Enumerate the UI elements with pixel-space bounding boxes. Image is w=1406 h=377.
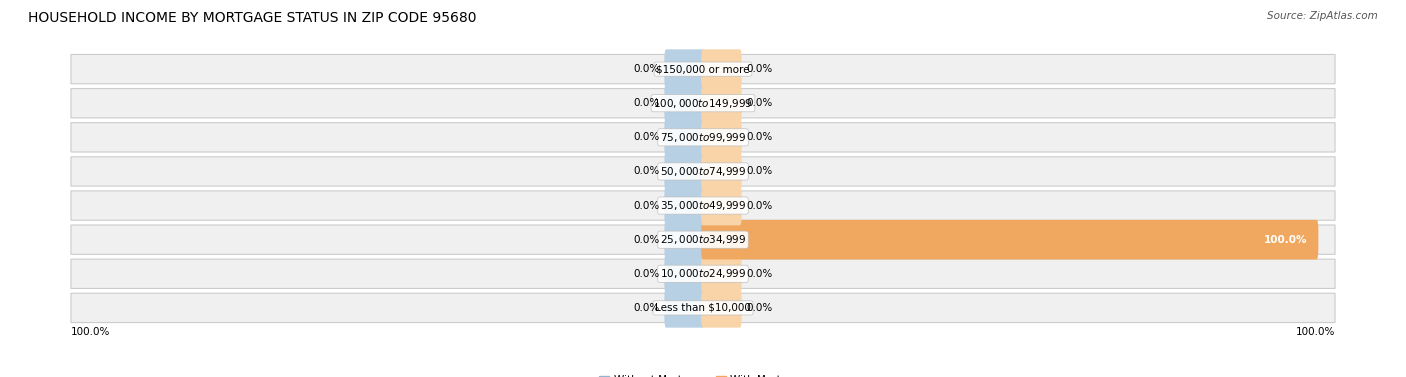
FancyBboxPatch shape bbox=[70, 293, 1336, 323]
Text: $75,000 to $99,999: $75,000 to $99,999 bbox=[659, 131, 747, 144]
FancyBboxPatch shape bbox=[702, 83, 741, 123]
Text: 0.0%: 0.0% bbox=[634, 269, 659, 279]
Text: 100.0%: 100.0% bbox=[72, 328, 111, 337]
Text: $150,000 or more: $150,000 or more bbox=[657, 64, 749, 74]
Text: Less than $10,000: Less than $10,000 bbox=[655, 303, 751, 313]
FancyBboxPatch shape bbox=[70, 225, 1336, 254]
Text: 0.0%: 0.0% bbox=[634, 132, 659, 143]
Text: Source: ZipAtlas.com: Source: ZipAtlas.com bbox=[1267, 11, 1378, 21]
FancyBboxPatch shape bbox=[70, 191, 1336, 220]
Text: $10,000 to $24,999: $10,000 to $24,999 bbox=[659, 267, 747, 280]
Text: 0.0%: 0.0% bbox=[634, 64, 659, 74]
Text: 0.0%: 0.0% bbox=[747, 269, 772, 279]
Legend: Without Mortgage, With Mortgage: Without Mortgage, With Mortgage bbox=[595, 371, 811, 377]
FancyBboxPatch shape bbox=[702, 220, 1319, 259]
FancyBboxPatch shape bbox=[702, 49, 741, 89]
FancyBboxPatch shape bbox=[70, 123, 1336, 152]
Text: 100.0%: 100.0% bbox=[1264, 234, 1308, 245]
Text: 100.0%: 100.0% bbox=[1295, 328, 1334, 337]
Text: 0.0%: 0.0% bbox=[634, 166, 659, 176]
FancyBboxPatch shape bbox=[70, 89, 1336, 118]
Text: HOUSEHOLD INCOME BY MORTGAGE STATUS IN ZIP CODE 95680: HOUSEHOLD INCOME BY MORTGAGE STATUS IN Z… bbox=[28, 11, 477, 25]
Text: 0.0%: 0.0% bbox=[747, 303, 772, 313]
Text: 0.0%: 0.0% bbox=[634, 234, 659, 245]
FancyBboxPatch shape bbox=[70, 157, 1336, 186]
Text: $50,000 to $74,999: $50,000 to $74,999 bbox=[659, 165, 747, 178]
Text: 0.0%: 0.0% bbox=[747, 132, 772, 143]
FancyBboxPatch shape bbox=[665, 49, 704, 89]
Text: 0.0%: 0.0% bbox=[634, 201, 659, 211]
FancyBboxPatch shape bbox=[70, 259, 1336, 288]
Text: 0.0%: 0.0% bbox=[747, 201, 772, 211]
FancyBboxPatch shape bbox=[665, 118, 704, 157]
FancyBboxPatch shape bbox=[665, 220, 704, 259]
FancyBboxPatch shape bbox=[702, 288, 741, 328]
Text: 0.0%: 0.0% bbox=[747, 98, 772, 108]
FancyBboxPatch shape bbox=[665, 186, 704, 225]
FancyBboxPatch shape bbox=[70, 54, 1336, 84]
FancyBboxPatch shape bbox=[702, 118, 741, 157]
FancyBboxPatch shape bbox=[665, 288, 704, 328]
Text: 0.0%: 0.0% bbox=[634, 98, 659, 108]
FancyBboxPatch shape bbox=[665, 152, 704, 191]
Text: 0.0%: 0.0% bbox=[634, 303, 659, 313]
Text: 0.0%: 0.0% bbox=[747, 166, 772, 176]
Text: $100,000 to $149,999: $100,000 to $149,999 bbox=[654, 97, 752, 110]
FancyBboxPatch shape bbox=[702, 254, 741, 294]
FancyBboxPatch shape bbox=[665, 83, 704, 123]
FancyBboxPatch shape bbox=[665, 254, 704, 294]
FancyBboxPatch shape bbox=[702, 186, 741, 225]
Text: $25,000 to $34,999: $25,000 to $34,999 bbox=[659, 233, 747, 246]
Text: 0.0%: 0.0% bbox=[747, 64, 772, 74]
FancyBboxPatch shape bbox=[702, 152, 741, 191]
Text: $35,000 to $49,999: $35,000 to $49,999 bbox=[659, 199, 747, 212]
